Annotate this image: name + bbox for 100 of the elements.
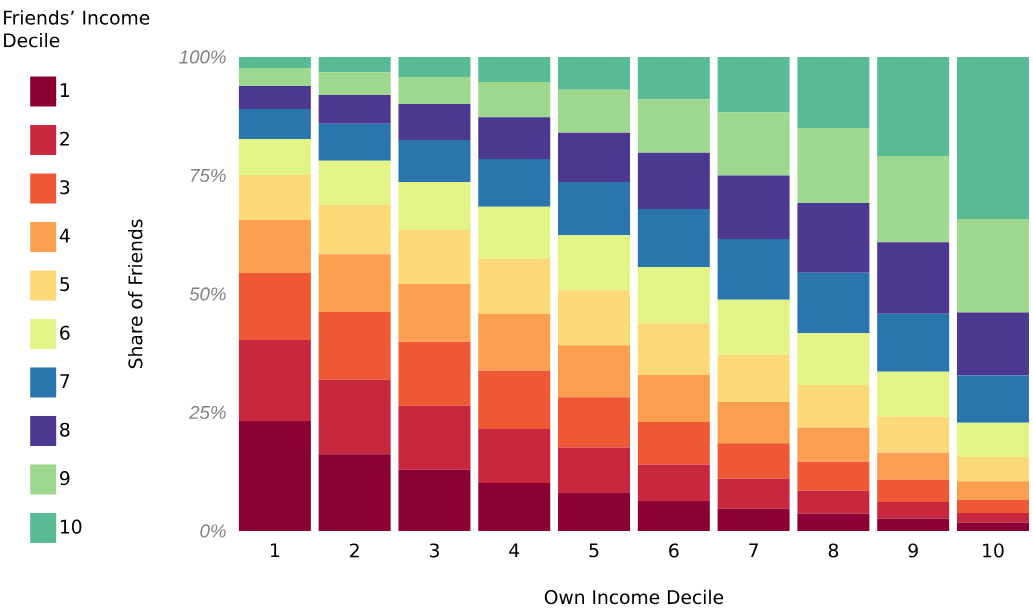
bar bbox=[797, 427, 870, 462]
bar bbox=[956, 312, 1029, 376]
x-tick-label: 6 bbox=[669, 543, 679, 558]
bar bbox=[877, 56, 950, 156]
bar bbox=[797, 56, 870, 128]
bar bbox=[717, 443, 790, 479]
bar bbox=[558, 492, 631, 531]
bar bbox=[478, 482, 551, 531]
bar bbox=[478, 428, 551, 483]
bar bbox=[558, 132, 631, 182]
legend-title: Friends’ Income Decile bbox=[4, 10, 150, 48]
bar bbox=[478, 370, 551, 429]
bar bbox=[318, 160, 391, 205]
bar bbox=[478, 206, 551, 259]
bar bbox=[717, 508, 790, 531]
legend-label: 2 bbox=[60, 131, 69, 146]
x-tick-label: 2 bbox=[350, 543, 359, 558]
bar bbox=[558, 56, 631, 90]
bar bbox=[877, 479, 950, 502]
bar bbox=[717, 175, 790, 239]
bar bbox=[877, 452, 950, 480]
bar bbox=[877, 242, 950, 314]
y-tick-label: 100% bbox=[179, 50, 226, 64]
bar bbox=[318, 253, 391, 312]
bar bbox=[637, 421, 710, 465]
bar bbox=[238, 85, 311, 109]
bar bbox=[797, 272, 870, 334]
bar bbox=[877, 155, 950, 243]
bar bbox=[558, 344, 631, 398]
bar bbox=[797, 202, 870, 273]
bar bbox=[318, 71, 391, 95]
bar bbox=[398, 405, 471, 470]
bar bbox=[558, 447, 631, 493]
bar bbox=[318, 94, 391, 124]
bar bbox=[956, 456, 1029, 481]
bar bbox=[717, 238, 790, 300]
legend-label: 6 bbox=[60, 325, 70, 340]
bar bbox=[797, 384, 870, 428]
x-tick-label: 5 bbox=[589, 543, 599, 558]
bar bbox=[238, 108, 311, 139]
bar bbox=[956, 375, 1029, 423]
x-tick-label: 10 bbox=[983, 543, 1004, 558]
bar bbox=[797, 127, 870, 203]
y-tick-label: 0% bbox=[200, 524, 226, 538]
bar bbox=[238, 272, 311, 340]
legend-label: 7 bbox=[60, 374, 70, 388]
bar bbox=[956, 422, 1029, 457]
bar bbox=[637, 98, 710, 153]
bar bbox=[637, 464, 710, 501]
bar bbox=[238, 219, 311, 273]
bar bbox=[398, 229, 471, 284]
legend-label: 4 bbox=[59, 228, 70, 243]
bar bbox=[956, 499, 1029, 513]
bar bbox=[318, 379, 391, 454]
x-tick-label: 9 bbox=[908, 543, 918, 558]
bar bbox=[558, 89, 631, 133]
legend-label: 3 bbox=[60, 179, 70, 195]
x-tick-label: 1 bbox=[270, 543, 280, 557]
bar bbox=[398, 283, 471, 342]
bar bbox=[398, 469, 471, 531]
bar bbox=[637, 266, 710, 324]
bar bbox=[318, 204, 391, 254]
bar bbox=[238, 56, 311, 68]
bar bbox=[877, 416, 950, 453]
bar bbox=[558, 181, 631, 236]
bar bbox=[318, 311, 391, 380]
bar bbox=[797, 333, 870, 385]
bar bbox=[717, 112, 790, 176]
bar bbox=[797, 490, 870, 514]
bar bbox=[558, 289, 631, 345]
bar bbox=[238, 420, 311, 531]
x-tick-label: 7 bbox=[749, 543, 758, 557]
bar bbox=[877, 313, 950, 372]
bar bbox=[478, 158, 551, 207]
legend-label: 1 bbox=[60, 83, 70, 97]
bar bbox=[238, 339, 311, 421]
bar bbox=[637, 56, 710, 99]
bar bbox=[637, 323, 710, 375]
x-tick-label: 3 bbox=[429, 543, 439, 558]
bar bbox=[956, 218, 1029, 313]
legend-label: 9 bbox=[60, 470, 70, 486]
bar bbox=[797, 513, 870, 531]
bar bbox=[717, 478, 790, 509]
bar bbox=[717, 56, 790, 113]
bar bbox=[956, 56, 1029, 219]
bar bbox=[877, 371, 950, 417]
bar bbox=[877, 501, 950, 519]
y-tick-label: 25% bbox=[189, 405, 226, 419]
bar bbox=[637, 374, 710, 422]
y-tick-label: 75% bbox=[191, 168, 226, 182]
bar bbox=[238, 174, 311, 220]
bar bbox=[318, 123, 391, 161]
bar bbox=[318, 56, 391, 72]
x-axis-title: Own Income Decile bbox=[544, 589, 724, 604]
bar bbox=[717, 354, 790, 402]
bar bbox=[398, 341, 471, 406]
bar bbox=[238, 138, 311, 175]
bar bbox=[717, 401, 790, 444]
bar bbox=[478, 81, 551, 118]
bar bbox=[558, 235, 631, 290]
